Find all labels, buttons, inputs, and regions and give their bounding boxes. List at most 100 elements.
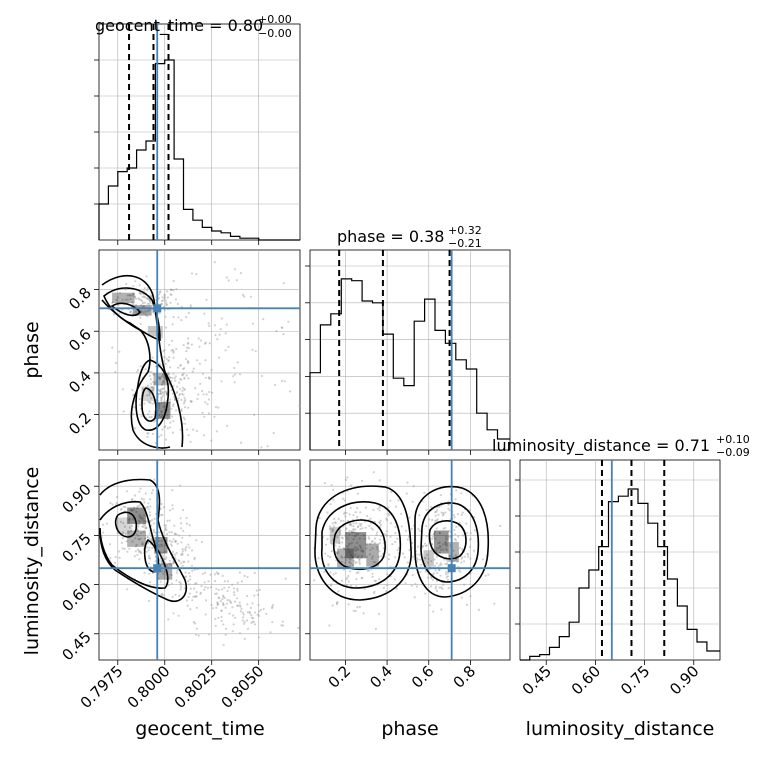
scatter-point: [109, 502, 112, 505]
scatter-point: [127, 294, 131, 297]
scatter-point: [447, 572, 450, 575]
scatter-point: [141, 295, 144, 298]
scatter-point: [253, 571, 256, 575]
scatter-point: [249, 295, 252, 298]
scatter-point: [348, 533, 351, 536]
scatter-point: [151, 489, 154, 492]
scatter-point: [172, 403, 175, 406]
scatter-point: [153, 517, 156, 520]
scatter-point: [111, 503, 114, 506]
scatter-point: [177, 316, 180, 319]
scatter-point: [136, 368, 140, 372]
scatter-point: [139, 316, 142, 319]
scatter-point: [227, 279, 230, 282]
x-tick-label: 0.8000: [124, 662, 174, 712]
scatter-point: [195, 627, 198, 630]
scatter-point: [166, 303, 169, 306]
scatter-point: [164, 425, 167, 428]
scatter-point: [153, 383, 156, 386]
scatter-point: [170, 544, 174, 547]
scatter-point: [189, 587, 192, 590]
scatter-point: [360, 523, 363, 526]
scatter-point: [222, 603, 225, 606]
scatter-point: [377, 555, 380, 559]
scatter-point: [198, 362, 201, 365]
scatter-point: [411, 542, 414, 545]
scatter-point: [331, 522, 334, 525]
scatter-point: [124, 298, 127, 301]
scatter-point: [349, 523, 352, 526]
scatter-point: [164, 299, 167, 302]
scatter-point: [414, 582, 417, 586]
scatter-point: [115, 361, 118, 364]
scatter-point: [109, 543, 112, 546]
scatter-point: [165, 391, 168, 395]
scatter-point: [193, 558, 196, 561]
scatter-point: [438, 568, 441, 572]
scatter-point: [143, 296, 146, 299]
scatter-point: [350, 524, 353, 527]
scatter-point: [139, 292, 142, 295]
scatter-point: [178, 381, 181, 384]
scatter-point: [473, 529, 477, 532]
scatter-point: [187, 595, 190, 599]
scatter-point: [172, 279, 175, 283]
scatter-point: [168, 509, 172, 512]
scatter-point: [348, 523, 351, 527]
scatter-point: [435, 519, 438, 522]
scatter-point: [346, 545, 349, 548]
title-phase: phase = 0.38 +0.32 −0.21: [337, 224, 482, 250]
scatter-point: [191, 569, 194, 573]
scatter-point: [438, 531, 441, 535]
scatter-point: [144, 492, 147, 495]
scatter-point: [161, 296, 164, 299]
scatter-point: [160, 593, 163, 596]
scatter-point: [368, 569, 371, 572]
scatter-point: [190, 400, 193, 403]
scatter-point: [131, 540, 134, 543]
scatter-point: [368, 553, 371, 556]
scatter-point: [167, 618, 170, 621]
scatter-point: [427, 557, 430, 561]
scatter-point: [461, 556, 464, 559]
scatter-point: [461, 548, 464, 551]
scatter-point: [396, 537, 399, 540]
scatter-point: [358, 562, 361, 566]
scatter-point: [352, 563, 355, 567]
scatter-point: [161, 394, 165, 397]
scatter-point: [444, 562, 447, 566]
scatter-point: [416, 545, 420, 548]
scatter-point: [130, 508, 133, 511]
scatter-point: [161, 390, 164, 394]
scatter-point: [151, 389, 154, 392]
scatter-point: [460, 557, 463, 560]
scatter-point: [248, 611, 251, 614]
scatter-point: [331, 530, 334, 533]
scatter-point: [161, 428, 164, 431]
scatter-point: [438, 564, 441, 567]
scatter-point: [242, 616, 245, 619]
scatter-point: [426, 554, 429, 557]
scatter-point: [430, 577, 433, 580]
scatter-point: [353, 531, 356, 534]
scatter-point: [120, 507, 123, 510]
contour-outer: [99, 478, 187, 602]
scatter-point: [172, 420, 175, 423]
scatter-point: [233, 593, 236, 597]
scatter-point: [431, 578, 434, 581]
scatter-point: [318, 516, 321, 520]
histograms-layer: [98, 59, 720, 661]
scatter-point: [326, 538, 329, 541]
scatter-point: [170, 407, 173, 410]
scatter-point: [215, 592, 218, 595]
scatter-point: [182, 402, 186, 405]
scatter-point: [425, 525, 428, 528]
scatter-point: [344, 533, 347, 537]
scatter-point: [192, 367, 195, 370]
scatter-point: [423, 556, 426, 559]
y-tick-label: 0.90: [58, 480, 94, 516]
scatter-point: [417, 527, 420, 531]
scatter-point: [180, 408, 183, 411]
scatter-point: [371, 575, 374, 578]
scatter-point: [426, 561, 430, 564]
